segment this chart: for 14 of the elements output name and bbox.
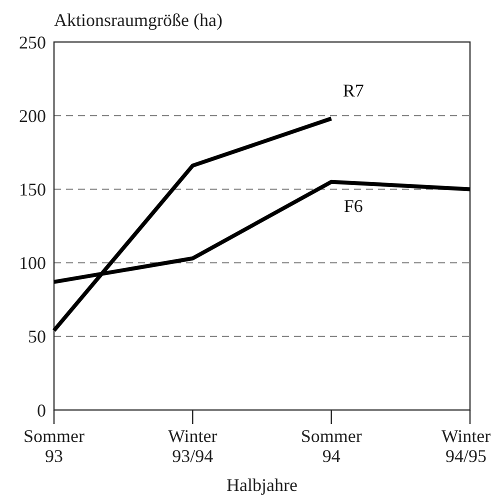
x-tick-label: Sommer 94 <box>300 426 362 466</box>
y-tick-label: 200 <box>19 106 46 126</box>
y-tick-label: 0 <box>37 400 46 420</box>
x-tick-label: Winter 93/94 <box>168 426 218 466</box>
y-tick-label: 150 <box>19 180 46 200</box>
y-axis-title: Aktionsraumgröße (ha) <box>54 10 222 30</box>
y-tick-label: 50 <box>28 326 46 347</box>
series-label: F6 <box>344 196 363 216</box>
y-tick-label: 100 <box>19 253 46 274</box>
x-tick-label: Winter 94/95 <box>441 426 491 466</box>
x-axis-title: Halbjahre <box>226 475 298 495</box>
series-label: R7 <box>342 80 364 101</box>
y-tick-label: 250 <box>19 32 46 52</box>
x-tick-label: Sommer 93 <box>24 426 84 466</box>
